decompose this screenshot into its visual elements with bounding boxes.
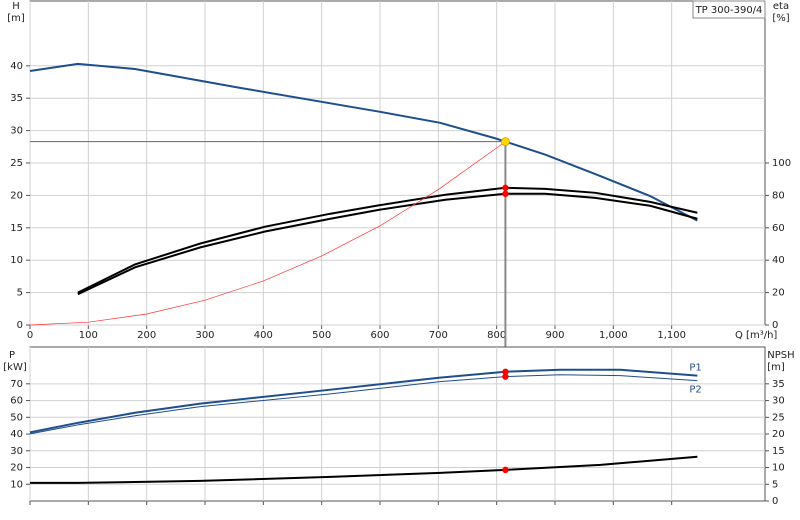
y2-tick-label: 20	[772, 288, 785, 299]
marker	[502, 373, 509, 380]
y2-axis-label: eta	[773, 1, 789, 12]
marker	[502, 368, 509, 375]
x-tick-label: 600	[370, 330, 389, 341]
y2-tick-label: 40	[772, 255, 785, 266]
y2-tick-label: 0	[772, 320, 778, 331]
y-tick-label: 0	[17, 320, 23, 331]
y2-tick-label: 20	[772, 429, 785, 440]
x-tick-label: 300	[195, 330, 214, 341]
y-tick-label: 20	[10, 463, 23, 474]
y-tick-label: 10	[10, 479, 23, 490]
x-tick-label: 200	[137, 330, 156, 341]
y2-tick-label: 30	[772, 396, 785, 407]
y-tick-label: 35	[10, 93, 23, 104]
y-axis-unit: [m]	[7, 13, 25, 24]
y-tick-label: 15	[10, 223, 23, 234]
y-axis-label: P	[9, 350, 15, 361]
curve	[29, 374, 698, 435]
title-box	[692, 0, 766, 19]
curve	[29, 62, 698, 222]
curve	[29, 141, 506, 326]
y-axis-label: H	[12, 1, 20, 12]
x-tick-label: 700	[429, 330, 448, 341]
plot-area	[29, 346, 766, 502]
y2-axis-label: NPSH	[767, 350, 794, 361]
x-tick-label: 900	[545, 330, 564, 341]
x-tick-label: 1,100	[657, 330, 686, 341]
y-tick-label: 20	[10, 190, 23, 201]
y-tick-label: 5	[17, 288, 23, 299]
y2-tick-label: 15	[772, 446, 785, 457]
series-label: P1	[689, 363, 701, 374]
marker	[502, 184, 509, 191]
operating-point	[501, 137, 510, 147]
y2-tick-label: 100	[772, 158, 791, 169]
curve	[30, 455, 698, 484]
y2-tick-label: 10	[772, 463, 785, 474]
x-tick-label: 500	[312, 330, 331, 341]
y2-tick-label: 35	[772, 379, 785, 390]
y-tick-label: 60	[10, 396, 23, 407]
y-tick-label: 70	[10, 379, 23, 390]
curve	[77, 192, 698, 296]
curve	[29, 368, 698, 434]
y2-tick-label: 5	[772, 479, 778, 490]
x-tick-label: 400	[254, 330, 273, 341]
series-label: P2	[689, 385, 701, 396]
y2-tick-label: 60	[772, 223, 785, 234]
y-tick-label: 30	[10, 446, 23, 457]
marker	[502, 190, 509, 197]
y2-axis-unit: [m]	[767, 362, 785, 373]
y-tick-label: 10	[10, 255, 23, 266]
y-axis-unit: [kW]	[3, 362, 27, 373]
y-tick-label: 50	[10, 412, 23, 423]
y2-tick-label: 80	[772, 190, 785, 201]
x-tick-label: 1,000	[599, 330, 628, 341]
x-tick-label: 800	[487, 330, 506, 341]
y2-axis-unit: [%]	[772, 13, 789, 24]
y2-tick-label: 0	[772, 496, 778, 507]
curve	[77, 186, 698, 294]
x-tick-label: 0	[27, 330, 33, 341]
y-tick-label: 40	[10, 429, 23, 440]
x-tick-label: 100	[79, 330, 98, 341]
y2-tick-label: 25	[772, 412, 785, 423]
y-tick-label: 25	[10, 158, 23, 169]
chart-title: TP 300-390/4	[695, 5, 763, 16]
x-axis-label: Q [m³/h]	[735, 330, 777, 341]
y-tick-label: 30	[10, 126, 23, 137]
marker	[502, 466, 509, 474]
y-tick-label: 40	[10, 61, 23, 72]
